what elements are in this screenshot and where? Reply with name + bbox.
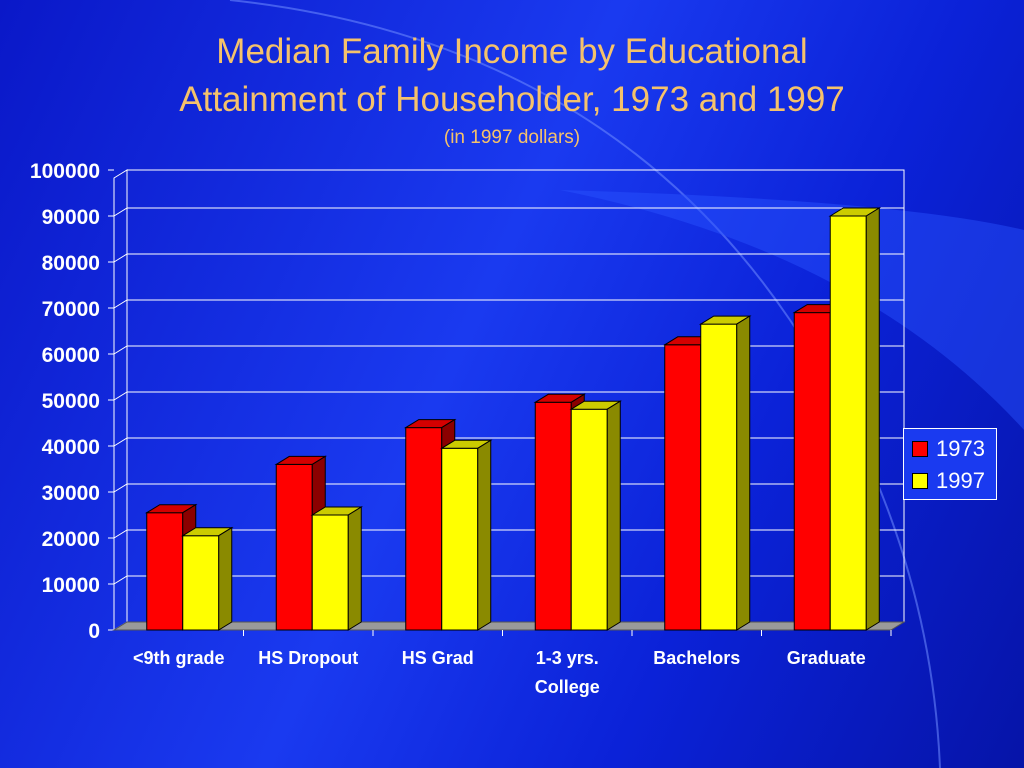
chart-legend: 1973 1997: [903, 428, 997, 500]
gridline: [113, 253, 904, 263]
y-tick-label: 80000: [42, 252, 100, 275]
legend-item-1973: 1973: [912, 435, 985, 463]
bar-1997-side: [218, 526, 233, 631]
legend-item-1997: 1997: [912, 467, 985, 495]
bar-1997: [441, 447, 479, 631]
chart-floor: [112, 621, 906, 631]
bar-1973: [534, 401, 572, 631]
bar-1997-side: [736, 315, 751, 631]
legend-swatch-1973: [912, 441, 928, 457]
bar-1997-side: [606, 400, 621, 631]
bar-1973: [146, 512, 184, 631]
x-tick-label: Bachelors: [653, 648, 740, 668]
back-wall: [126, 169, 905, 623]
chart-subtitle: (in 1997 dollars): [443, 127, 581, 148]
gridline: [113, 207, 904, 217]
x-tick-label: <9th grade: [133, 648, 225, 668]
y-tick-label: 90000: [42, 206, 100, 229]
y-tick-label: 60000: [42, 344, 100, 367]
y-tick-label: 40000: [42, 436, 100, 459]
side-wall: [113, 169, 128, 631]
gridline: [113, 299, 904, 309]
x-tick-label: HS Dropout: [258, 648, 358, 668]
y-tick-label: 10000: [42, 574, 100, 597]
y-tick-label: 20000: [42, 528, 100, 551]
bar-1997: [182, 535, 220, 631]
legend-label-1973: 1973: [936, 436, 985, 461]
x-tick-label: 1-3 yrs.: [536, 648, 599, 668]
bar-1997-side: [865, 207, 880, 631]
bar-1997: [311, 514, 349, 631]
x-tick-label: HS Grad: [402, 648, 474, 668]
bar-1997: [829, 215, 867, 631]
x-tick-label: Graduate: [787, 648, 866, 668]
gridline: [113, 391, 904, 401]
y-tick-label: 0: [88, 620, 100, 643]
x-tick-label: College: [535, 677, 600, 697]
gridline: [113, 529, 904, 539]
bar-1973: [664, 344, 702, 631]
bar-1997: [700, 323, 738, 631]
legend-label-1997: 1997: [936, 468, 985, 493]
bar-1973: [793, 312, 831, 631]
bar-1973: [405, 427, 443, 631]
bar-1973: [275, 463, 313, 631]
gridline: [113, 483, 904, 493]
chart-title-line-2: Attainment of Householder, 1973 and 1997: [179, 80, 845, 119]
gridline: [113, 345, 904, 355]
gridline: [113, 437, 904, 447]
chart-title-line-1: Median Family Income by Educational: [216, 32, 808, 71]
y-tick-label: 30000: [42, 482, 100, 505]
bar-1997: [570, 408, 608, 631]
y-tick-label: 50000: [42, 390, 100, 413]
legend-swatch-1997: [912, 473, 928, 489]
gridline: [113, 575, 904, 585]
bar-1997-side: [347, 506, 362, 631]
y-tick-label: 70000: [42, 298, 100, 321]
y-tick-label: 100000: [30, 160, 100, 183]
bar-1997-side: [477, 439, 492, 631]
